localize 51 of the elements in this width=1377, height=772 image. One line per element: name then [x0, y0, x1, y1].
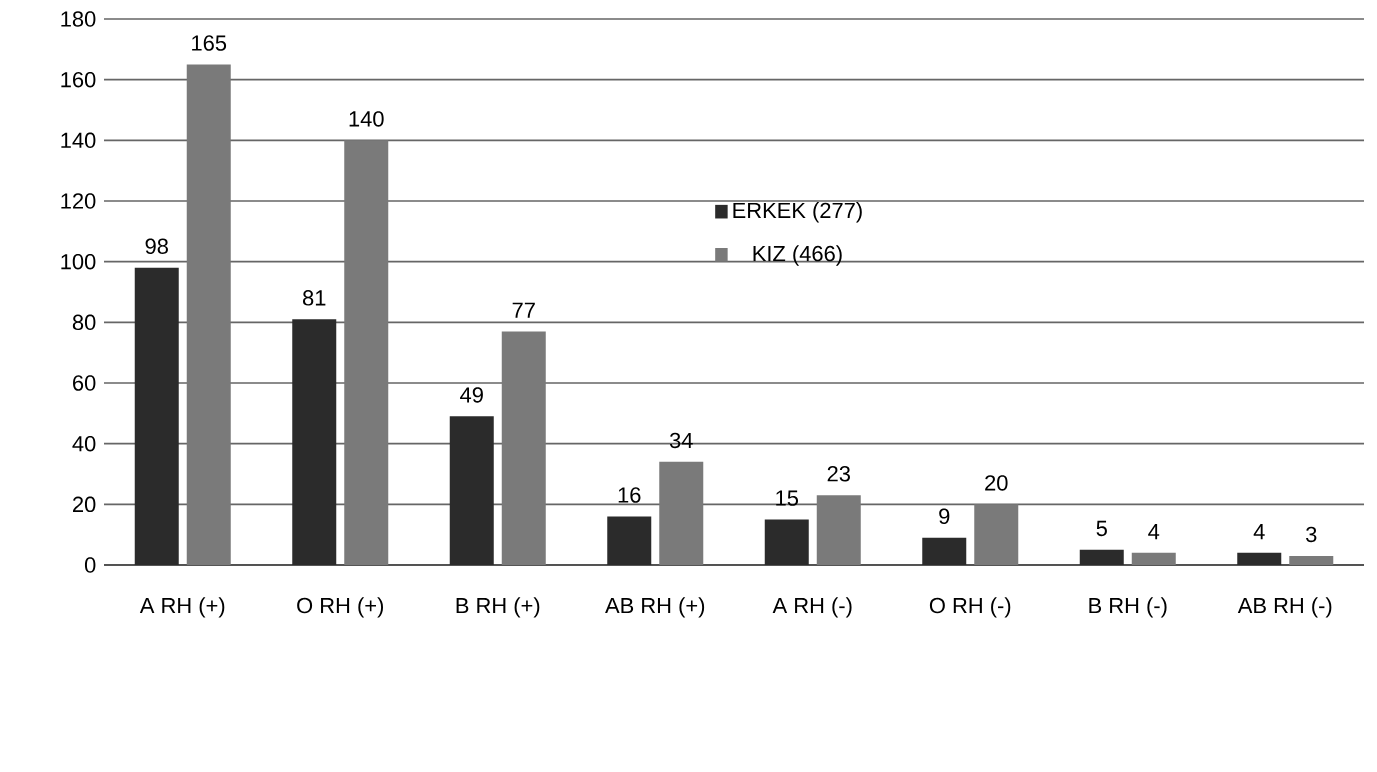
y-tick-label: 120 [61, 193, 96, 209]
bar [1289, 555, 1334, 565]
data-label: 5 [1096, 520, 1107, 537]
data-label: 77 [512, 302, 535, 318]
data-label: 23 [827, 466, 850, 482]
y-tick-label: 100 [61, 253, 96, 270]
bar [186, 64, 231, 565]
x-tick-label: O RH (+) [297, 597, 384, 618]
data-label: 49 [460, 387, 483, 403]
x-tick-label: A RH (+) [139, 597, 225, 618]
bar [134, 267, 179, 565]
y-tick-label: 140 [61, 132, 96, 149]
x-tick-label: AB RH (+) [605, 597, 705, 618]
x-tick-label: B RH (-) [1089, 597, 1167, 618]
y-tick-label: 60 [73, 375, 96, 391]
bar [1131, 552, 1176, 565]
x-tick-label: AB RH (-) [1237, 597, 1332, 618]
x-tick-label: O RH (-) [929, 597, 1011, 618]
bar [344, 140, 389, 565]
data-label: 165 [192, 35, 227, 51]
bar [1079, 549, 1124, 565]
y-tick-label: 160 [61, 71, 96, 88]
data-label: 9 [939, 508, 950, 524]
data-label: 98 [145, 238, 168, 255]
bar [1237, 552, 1282, 565]
bar [816, 495, 861, 565]
bar [501, 331, 546, 565]
legend-label: KIZ (466) [753, 245, 842, 266]
x-tick-label: A RH (-) [772, 597, 852, 618]
y-tick-label: 40 [72, 435, 96, 452]
y-tick-label: 80 [72, 314, 96, 331]
bar [292, 319, 337, 565]
data-label: 15 [776, 490, 798, 506]
bar [764, 519, 809, 565]
bar [449, 416, 494, 565]
data-label: 81 [303, 290, 326, 306]
x-tick-label: B RH (+) [456, 597, 540, 618]
bar [659, 461, 704, 565]
data-label: 140 [349, 111, 384, 127]
y-tick-label: 0 [84, 557, 96, 573]
data-label: 4 [1253, 524, 1265, 540]
data-label: 20 [985, 475, 1008, 491]
bar [607, 516, 652, 565]
data-label: 16 [618, 487, 641, 503]
y-tick-label: 180 [61, 11, 96, 27]
legend-label: ERKEK (277) [733, 202, 862, 223]
data-label: 3 [1306, 526, 1317, 543]
data-label: 4 [1148, 524, 1160, 540]
bar [974, 504, 1019, 565]
bar [922, 537, 967, 565]
y-tick-label: 20 [73, 496, 96, 513]
